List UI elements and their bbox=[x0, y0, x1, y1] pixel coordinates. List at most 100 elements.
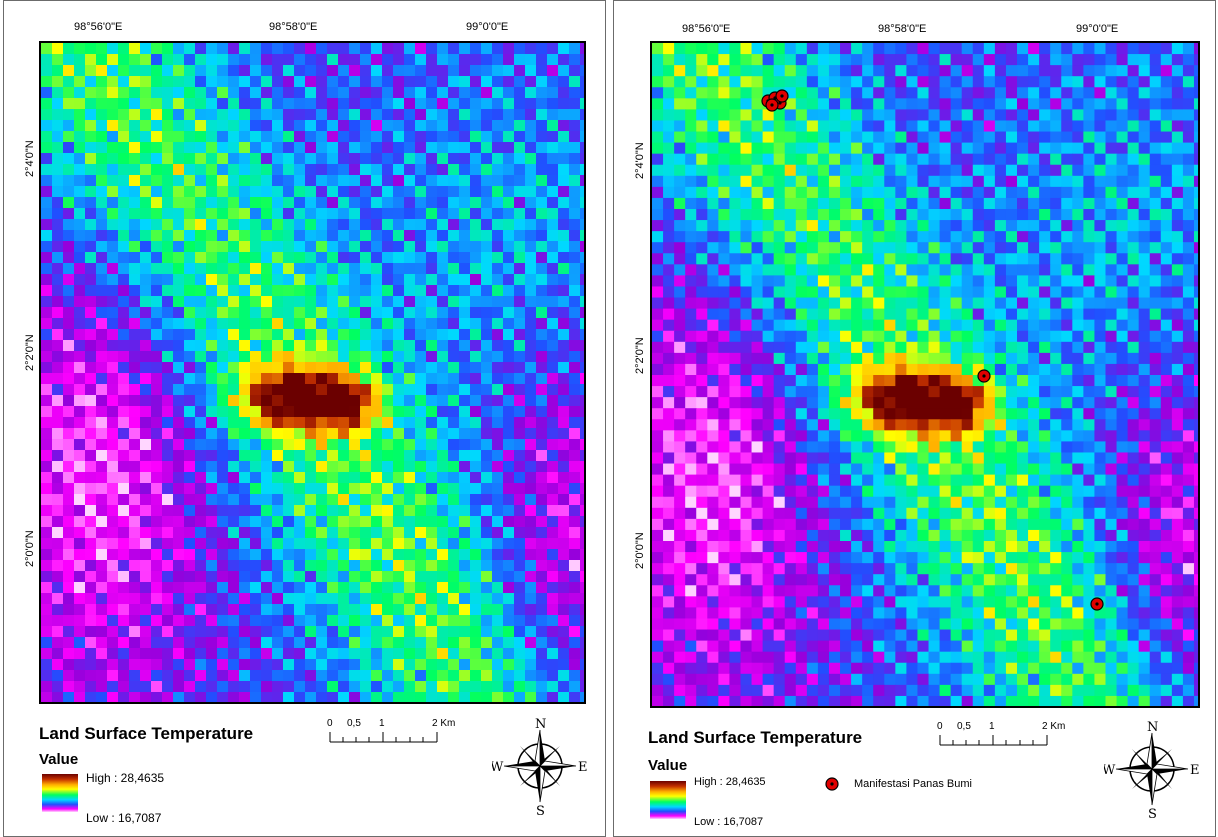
raster-cell bbox=[426, 142, 438, 154]
raster-cell bbox=[195, 571, 207, 583]
raster-cell bbox=[206, 164, 218, 176]
raster-cell bbox=[470, 175, 482, 187]
raster-cell bbox=[718, 153, 731, 166]
raster-cell bbox=[950, 319, 963, 332]
raster-cell bbox=[382, 615, 394, 627]
raster-cell bbox=[1138, 286, 1151, 299]
raster-cell bbox=[316, 637, 328, 649]
raster-cell bbox=[162, 186, 174, 198]
raster-cell bbox=[272, 549, 284, 561]
raster-cell bbox=[437, 296, 449, 308]
raster-cell bbox=[718, 463, 731, 476]
raster-cell bbox=[1083, 209, 1096, 221]
raster-cell bbox=[1149, 441, 1162, 454]
raster-cell bbox=[1116, 209, 1129, 221]
raster-cell bbox=[840, 319, 852, 332]
raster-cell bbox=[316, 318, 328, 330]
raster-cell bbox=[1182, 120, 1195, 133]
raster-cell bbox=[217, 197, 229, 209]
raster-cell bbox=[1061, 419, 1073, 431]
raster-cell bbox=[895, 286, 908, 299]
raster-cell bbox=[470, 582, 482, 594]
raster-cell bbox=[1127, 76, 1140, 88]
raster-cell bbox=[52, 142, 64, 154]
raster-cell bbox=[96, 76, 108, 88]
raster-cell bbox=[151, 153, 163, 165]
raster-cell bbox=[1171, 286, 1184, 299]
raster-cell bbox=[283, 670, 295, 682]
raster-cell bbox=[382, 98, 394, 110]
raster-cell bbox=[118, 329, 130, 341]
raster-cell bbox=[305, 417, 317, 429]
raster-cell bbox=[151, 538, 163, 550]
raster-cell bbox=[239, 230, 251, 242]
raster-cell bbox=[1138, 319, 1151, 332]
raster-cell bbox=[305, 395, 317, 407]
raster-cell bbox=[272, 428, 284, 440]
raster-cell bbox=[1171, 352, 1184, 365]
raster-cell bbox=[1149, 131, 1162, 144]
raster-cell bbox=[1028, 175, 1040, 188]
raster-cell bbox=[972, 430, 985, 443]
raster-cell bbox=[294, 505, 306, 517]
raster-cell bbox=[129, 208, 141, 220]
raster-cell bbox=[1127, 120, 1140, 133]
raster-cell bbox=[840, 54, 852, 66]
raster-cell bbox=[547, 560, 559, 572]
raster-cell bbox=[1072, 341, 1084, 354]
raster-cell bbox=[558, 43, 570, 55]
raster-cell bbox=[547, 384, 559, 396]
raster-cell bbox=[96, 230, 108, 242]
raster-cell bbox=[261, 681, 273, 693]
raster-cell bbox=[470, 296, 482, 308]
raster-cell bbox=[162, 296, 174, 308]
raster-cell bbox=[327, 637, 339, 649]
raster-cell bbox=[950, 441, 963, 454]
raster-cell bbox=[503, 274, 515, 286]
raster-cell bbox=[96, 428, 108, 440]
raster-cell bbox=[1017, 430, 1029, 443]
raster-cell bbox=[1138, 275, 1151, 288]
raster-cell bbox=[85, 516, 97, 528]
raster-cell bbox=[503, 637, 515, 649]
raster-cell bbox=[228, 329, 240, 341]
raster-cell bbox=[1160, 430, 1173, 443]
raster-cell bbox=[239, 274, 251, 286]
raster-cell bbox=[74, 450, 86, 462]
raster-cell bbox=[773, 275, 786, 288]
raster-cell bbox=[327, 252, 339, 264]
raster-cell bbox=[983, 231, 996, 243]
raster-cell bbox=[470, 109, 482, 121]
raster-cell bbox=[1028, 76, 1040, 88]
raster-cell bbox=[459, 274, 471, 286]
raster-cell bbox=[569, 505, 581, 517]
raster-cell bbox=[85, 549, 97, 561]
raster-cell bbox=[217, 219, 229, 231]
raster-cell bbox=[360, 637, 372, 649]
raster-cell bbox=[85, 615, 97, 627]
raster-cell bbox=[1105, 463, 1118, 476]
raster-cell bbox=[906, 430, 919, 443]
raster-cell bbox=[961, 352, 974, 365]
raster-cell bbox=[217, 54, 229, 66]
raster-cell bbox=[250, 505, 262, 517]
raster-cell bbox=[663, 253, 675, 265]
raster-cell bbox=[74, 439, 86, 451]
raster-cell bbox=[448, 461, 460, 473]
raster-cell bbox=[129, 351, 141, 363]
raster-cell bbox=[52, 670, 64, 682]
raster-cell bbox=[151, 164, 163, 176]
raster-cell bbox=[1138, 452, 1151, 465]
raster-cell bbox=[939, 253, 952, 265]
raster-cell bbox=[448, 362, 460, 374]
raster-cell bbox=[884, 408, 896, 420]
raster-cell bbox=[884, 65, 896, 77]
raster-cell bbox=[85, 483, 97, 495]
raster-cell bbox=[360, 197, 372, 209]
raster-cell bbox=[895, 175, 908, 188]
raster-cell bbox=[448, 351, 460, 363]
raster-cell bbox=[459, 175, 471, 187]
raster-cell bbox=[1039, 352, 1051, 365]
raster-cell bbox=[1039, 286, 1051, 299]
raster-cell bbox=[663, 441, 675, 454]
